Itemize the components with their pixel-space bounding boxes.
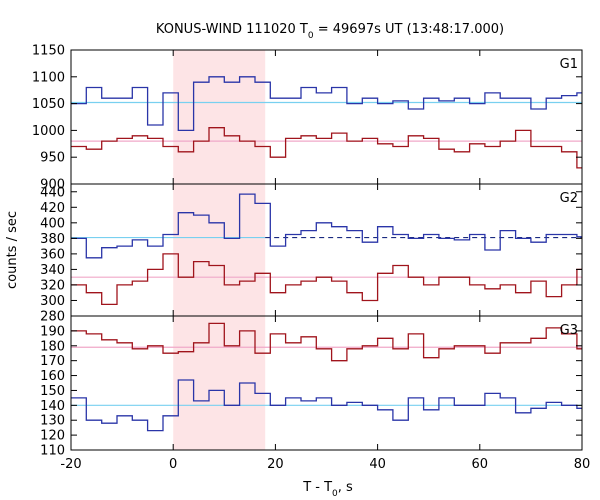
panel-g3-ytick-label: 140 — [40, 399, 65, 414]
panel-g3-ytick-label: 170 — [40, 354, 65, 369]
panel-g2-ytick-label: 380 — [40, 232, 65, 247]
panel-g2-ytick-label: 340 — [40, 263, 65, 278]
data-layer — [71, 76, 582, 432]
panel-g1-ytick-label: 1050 — [32, 97, 65, 112]
xtick-label: 40 — [369, 457, 386, 472]
panel-g1-ytick-label: 1150 — [32, 44, 65, 59]
panel-g1-ytick-label: 1000 — [32, 124, 65, 139]
panel-g2-series-red — [71, 253, 582, 306]
panel-g1-series-red — [71, 127, 582, 169]
x-axis-label: T - T0, s — [302, 480, 353, 499]
panel-g2-ytick-label: 280 — [40, 310, 65, 325]
panel-g3-series-blue — [71, 379, 582, 432]
panel-g2-label: G2 — [560, 191, 578, 206]
panel-g1-series-blue — [71, 76, 582, 132]
xtick-label: -20 — [60, 457, 81, 472]
panel-g2-ytick-label: 400 — [40, 216, 65, 231]
panel-g2-frame — [70, 183, 583, 317]
panel-g3-ytick-label: 190 — [40, 324, 65, 339]
panel-g3-ytick-label: 150 — [40, 384, 65, 399]
panel-g3-ytick-label: 160 — [40, 369, 65, 384]
panel-g3-ytick-label: 110 — [40, 444, 65, 459]
xtick-label: 80 — [574, 457, 591, 472]
panel-g1-ytick-label: 1100 — [32, 70, 65, 85]
panel-g2-ytick-label: 440 — [40, 185, 65, 200]
y-axis-label: counts / sec — [5, 211, 20, 289]
panel-g3-frame — [70, 315, 583, 451]
panel-g3-ytick-label: 130 — [40, 414, 65, 429]
panel-g3-ytick-label: 180 — [40, 339, 65, 354]
panel-g1-ytick-label: 900 — [40, 178, 65, 193]
panel-g3-label: G3 — [560, 323, 578, 338]
panel-g1-ytick-label: 950 — [40, 151, 65, 166]
panel-g3-series-red — [71, 322, 582, 362]
panel-g2-ytick-label: 360 — [40, 247, 65, 262]
xtick-label: 0 — [169, 457, 177, 472]
panel-g1-label: G1 — [560, 57, 578, 72]
chart-title: KONUS-WIND 111020 T0 = 49697s UT (13:48:… — [156, 22, 504, 41]
panel-g2-series-blue — [71, 193, 582, 259]
xtick-label: 20 — [267, 457, 284, 472]
axes-layer: 9009501000105011001150G12803003203403603… — [32, 44, 590, 473]
panel-g2-ytick-label: 300 — [40, 294, 65, 309]
xtick-label: 60 — [472, 457, 489, 472]
panel-g2-ytick-label: 320 — [40, 278, 65, 293]
panel-g3-ytick-label: 120 — [40, 429, 65, 444]
panel-g2-ytick-label: 420 — [40, 201, 65, 216]
